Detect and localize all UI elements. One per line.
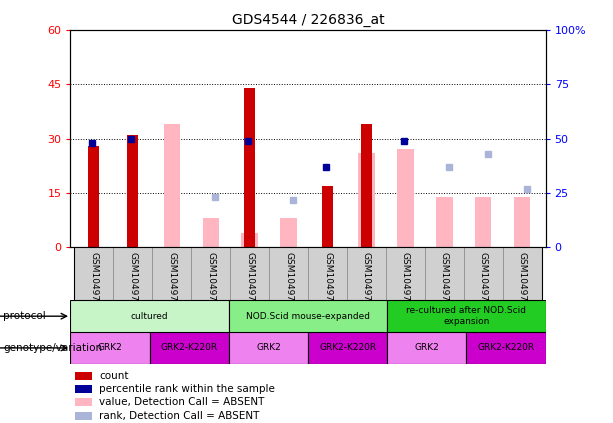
Text: rank, Detection Call = ABSENT: rank, Detection Call = ABSENT: [99, 411, 259, 420]
Bar: [230, 247, 269, 300]
Bar: [358, 153, 375, 247]
Text: re-cultured after NOD.Scid
expansion: re-cultured after NOD.Scid expansion: [406, 307, 527, 326]
Text: NOD.Scid mouse-expanded: NOD.Scid mouse-expanded: [246, 312, 370, 321]
Bar: [242, 233, 258, 247]
Bar: [387, 300, 546, 332]
Text: GSM1049711: GSM1049711: [362, 252, 371, 312]
Text: GRK2-K220R: GRK2-K220R: [161, 343, 218, 352]
Bar: [269, 247, 308, 300]
Bar: [425, 247, 464, 300]
Bar: [75, 385, 92, 393]
Bar: [308, 247, 347, 300]
Text: GRK2-K220R: GRK2-K220R: [319, 343, 376, 352]
Text: GSM1049708: GSM1049708: [245, 252, 254, 312]
Text: protocol: protocol: [3, 311, 46, 321]
Bar: [113, 247, 152, 300]
Bar: [70, 300, 229, 332]
Bar: [322, 186, 333, 247]
Bar: [150, 332, 229, 364]
Bar: [202, 218, 219, 247]
Bar: [397, 149, 414, 247]
Title: GDS4544 / 226836_at: GDS4544 / 226836_at: [232, 13, 384, 27]
Bar: [152, 247, 191, 300]
Text: count: count: [99, 371, 129, 381]
Bar: [280, 218, 297, 247]
Bar: [475, 197, 492, 247]
Text: GSM1049714: GSM1049714: [167, 252, 177, 312]
Bar: [503, 247, 542, 300]
Bar: [88, 146, 99, 247]
Text: GRK2: GRK2: [414, 343, 439, 352]
Bar: [229, 300, 387, 332]
Bar: [386, 247, 425, 300]
Bar: [74, 247, 113, 300]
Text: cultured: cultured: [131, 312, 169, 321]
Bar: [347, 247, 386, 300]
Text: GSM1049719: GSM1049719: [518, 252, 527, 312]
Bar: [164, 124, 180, 247]
Text: GSM1049710: GSM1049710: [323, 252, 332, 312]
Text: GSM1049713: GSM1049713: [128, 252, 137, 312]
Text: GRK2: GRK2: [256, 343, 281, 352]
Text: GSM1049712: GSM1049712: [89, 252, 98, 312]
Bar: [75, 372, 92, 380]
Bar: [514, 197, 530, 247]
Text: genotype/variation: genotype/variation: [3, 343, 102, 353]
Bar: [128, 135, 139, 247]
Text: GSM1049718: GSM1049718: [479, 252, 488, 312]
Bar: [244, 88, 255, 247]
Bar: [387, 332, 466, 364]
Bar: [70, 332, 150, 364]
Text: GRK2-K220R: GRK2-K220R: [478, 343, 535, 352]
Text: GSM1049715: GSM1049715: [206, 252, 215, 312]
Text: GSM1049716: GSM1049716: [401, 252, 410, 312]
Text: percentile rank within the sample: percentile rank within the sample: [99, 385, 275, 394]
Bar: [229, 332, 308, 364]
Bar: [361, 124, 372, 247]
Text: GSM1049709: GSM1049709: [284, 252, 293, 312]
Text: value, Detection Call = ABSENT: value, Detection Call = ABSENT: [99, 398, 264, 407]
Bar: [75, 412, 92, 420]
Bar: [308, 332, 387, 364]
Text: GRK2: GRK2: [97, 343, 123, 352]
Bar: [464, 247, 503, 300]
Bar: [191, 247, 230, 300]
Text: GSM1049717: GSM1049717: [440, 252, 449, 312]
Bar: [75, 398, 92, 407]
Bar: [436, 197, 452, 247]
Bar: [466, 332, 546, 364]
